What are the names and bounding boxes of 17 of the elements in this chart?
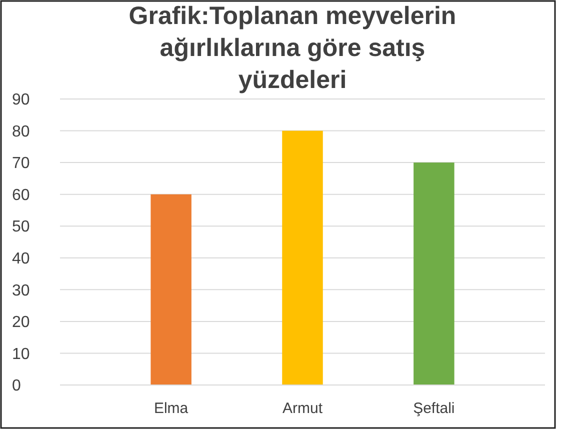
y-tick-label: 50 [12, 218, 30, 236]
y-tick-label: 40 [12, 250, 30, 268]
bar [282, 130, 323, 385]
x-tick-label: Armut [282, 400, 324, 417]
y-tick-label: 80 [12, 123, 30, 140]
y-tick-label: 20 [12, 314, 30, 332]
y-tick-label: 90 [12, 92, 30, 109]
x-tick-label: Şeftali [413, 400, 455, 417]
y-tick-label: 10 [12, 346, 30, 363]
x-tick-label: Elma [154, 400, 189, 417]
y-tick-label: 0 [12, 378, 21, 395]
y-tick-label: 70 [12, 155, 30, 172]
chart-title: Grafik:Toplanan meyvelerin ağırlıklarına göre satış yüzdeleri [128, 2, 456, 94]
bar [414, 162, 454, 385]
y-tick-label: 30 [12, 282, 30, 300]
y-tick-label: 60 [12, 186, 30, 204]
bar [150, 194, 192, 385]
